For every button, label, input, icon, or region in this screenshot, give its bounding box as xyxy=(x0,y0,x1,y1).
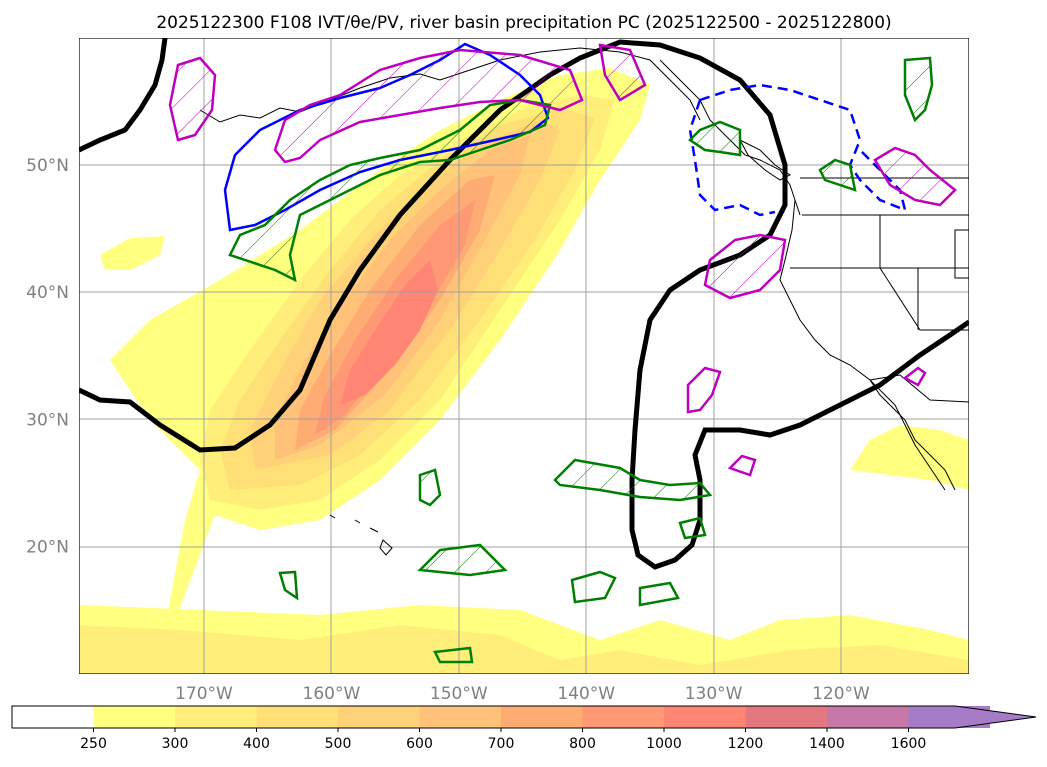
ivt-band-1000 xyxy=(340,260,438,405)
ivt-shading xyxy=(79,68,969,674)
colorbar-outline xyxy=(11,705,1037,729)
colorbar-label-600: 600 xyxy=(406,736,433,752)
colorbar-segment-600 xyxy=(419,706,502,728)
colorbar-segment-800 xyxy=(582,706,665,728)
magenta-region-gulf-alaska xyxy=(273,48,584,164)
lon-label-170: 170°W xyxy=(175,684,233,704)
colorbar-segment-below xyxy=(12,706,94,728)
lat-label-20: 20°N xyxy=(26,538,69,558)
figure-title: 2025122300 F108 IVT/θe/PV, river basin p… xyxy=(156,13,891,33)
green-region-ne xyxy=(903,56,934,123)
magenta-region-subtropic-1 xyxy=(686,366,722,414)
colorbar-segment-1400 xyxy=(827,706,909,728)
magenta-region-california xyxy=(703,233,787,300)
colorbar-label-1000: 1000 xyxy=(646,736,682,752)
hawaii-islands xyxy=(329,514,393,556)
magenta-region-baja xyxy=(902,366,927,387)
lon-label-120: 120°W xyxy=(812,684,870,704)
colorbar-label-1600: 1600 xyxy=(891,736,927,752)
green-region-small-4 xyxy=(278,570,299,601)
lon-label-150: 150°W xyxy=(430,684,488,704)
green-region-small-5 xyxy=(678,516,707,540)
lon-label-160: 160°W xyxy=(303,684,361,704)
colorbar-label-700: 700 xyxy=(488,736,515,752)
lat-label-30: 30°N xyxy=(26,410,69,430)
green-region-small-3 xyxy=(433,646,474,664)
pv-contour-dashed-bc xyxy=(688,83,907,217)
magenta-region-subtropic-2 xyxy=(727,454,757,477)
baja-coast xyxy=(869,379,946,491)
green-region-subtropic-1 xyxy=(553,458,713,502)
lon-label-130: 130°W xyxy=(685,684,743,704)
bc-coast xyxy=(659,59,801,216)
precip-pc-green xyxy=(228,56,934,664)
ivt-band-west-blob xyxy=(100,236,165,270)
green-region-coast xyxy=(818,158,857,192)
colorbar-segment-250 xyxy=(93,706,176,728)
magenta-region-idaho xyxy=(873,146,957,207)
colorbar-segment-700 xyxy=(501,706,583,728)
green-region-subtropic-2 xyxy=(417,543,508,577)
colorbar-segment-500 xyxy=(338,706,420,728)
canada-interior-box xyxy=(954,229,969,279)
latitude-labels: 50°N 40°N 30°N 20°N xyxy=(26,156,69,558)
theta-e-contour-northwest xyxy=(79,38,168,153)
colorbar-label-800: 800 xyxy=(569,736,596,752)
map-area xyxy=(79,38,969,674)
colorbar-label-400: 400 xyxy=(243,736,270,752)
lat-label-50: 50°N xyxy=(26,156,69,176)
state-border-nv xyxy=(879,215,969,331)
green-region-bc xyxy=(688,120,742,157)
colorbar-segment-1000 xyxy=(664,706,746,728)
mexico-border xyxy=(869,374,969,403)
green-region-small-2 xyxy=(638,581,680,607)
colorbar: 250 300 400 500 600 700 800 1000 1200 1400 1600 xyxy=(11,705,1037,752)
magenta-region-aleutian xyxy=(168,56,217,142)
us-west-coast xyxy=(779,199,956,491)
magenta-region-bc-north xyxy=(598,43,647,102)
colorbar-extend-arrow xyxy=(908,706,1036,728)
green-region-small-1 xyxy=(570,570,617,604)
lon-label-140: 140°W xyxy=(557,684,615,704)
colorbar-label-1400: 1400 xyxy=(809,736,845,752)
colorbar-label-1200: 1200 xyxy=(728,736,764,752)
colorbar-label-250: 250 xyxy=(80,736,107,752)
precip-pc-magenta xyxy=(168,43,957,477)
colorbar-label-500: 500 xyxy=(325,736,352,752)
lat-label-40: 40°N xyxy=(26,283,69,303)
colorbar-segment-300 xyxy=(175,706,257,728)
colorbar-segment-400 xyxy=(256,706,339,728)
colorbar-segment-1200 xyxy=(745,706,828,728)
ivt-band-south-inner xyxy=(79,625,969,674)
colorbar-label-300: 300 xyxy=(162,736,189,752)
green-region-north xyxy=(228,98,552,283)
green-region-hawaii xyxy=(418,468,442,507)
ivt-band-southeast xyxy=(850,425,969,490)
longitude-labels: 170°W 160°W 150°W 140°W 130°W 120°W xyxy=(175,684,870,704)
